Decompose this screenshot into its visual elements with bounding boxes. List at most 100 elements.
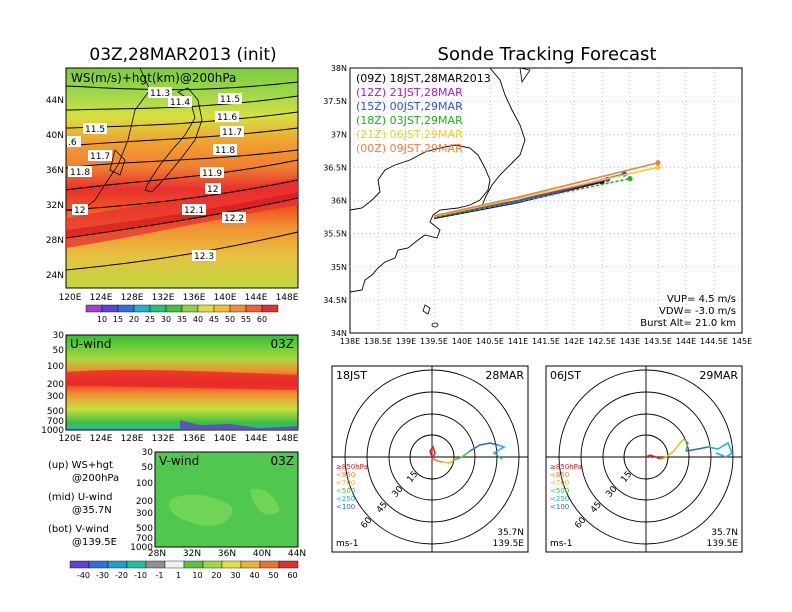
ws-map-label: WS(m/s)+hgt(km)@200hPa [71,71,236,85]
level-legend: <100 [336,503,355,511]
contour-label: 11.3 [150,89,170,99]
tick-label: 35 [177,315,187,324]
colorbar-cell [88,560,109,569]
colorbar-cell [183,560,204,569]
colorbar-cell [101,304,119,313]
colorbar-cell [181,304,199,313]
burst-point [655,160,661,166]
tick-label: 15 [113,315,123,324]
tick-label: 500 [136,524,153,534]
contour-label: 11.8 [70,168,90,178]
contour-label: 11.7 [222,128,242,138]
contour-label: 11.8 [215,146,235,156]
burst-point [627,176,633,182]
tick-label: 141E [508,337,528,346]
hodograph-lat: 35.7N [711,528,738,538]
panel-legend: (up) WS+hgt @200hPa (mid) U-wind @35.7N … [48,460,119,548]
tick-label: 144.5E [700,337,728,346]
level-legend: <850 [550,471,569,479]
tick-label: 37.5N [323,97,347,106]
tick-label: -10 [134,571,147,580]
tick-label: 35.5N [323,230,347,239]
tick-label: 60 [257,315,267,324]
tick-label: 32N [183,549,201,559]
contour-label: .6 [68,138,77,148]
tick-label: 143E [620,337,640,346]
tick-label: 144E [676,337,696,346]
tick-label: 139E [396,337,416,346]
tick-label: 50 [53,346,65,356]
tick-label: 140E [452,337,472,346]
contour-label: 12.3 [194,252,214,262]
tick-label: 128E [121,293,144,303]
hodograph-trace [707,441,733,458]
tick-label: 35N [331,263,347,272]
tick-label: 28N [46,236,64,246]
tick-label: 37N [331,130,347,139]
tick-label: 124E [90,434,113,444]
tick-label: 142E [564,337,584,346]
burst-point [655,164,661,170]
hodograph-trace [431,458,443,463]
legend-item: (18Z) 03JST,29MAR [356,114,463,127]
contour-label: 12 [74,206,85,216]
left-main-title: 03Z,28MAR2013 (init) [89,45,276,65]
hodograph-trace [665,438,685,458]
track-line [433,161,659,217]
colorbar-cell [149,304,167,313]
contour-label: 11.5 [85,125,105,135]
colorbar-cell [261,304,279,313]
tick-label: 10 [97,315,107,324]
legend-line-a: (mid) U-wind [48,492,112,503]
colorbar-cell [229,304,247,313]
tick-label: 124E [90,293,113,303]
contour-label: 12 [207,185,218,195]
tick-label: 40 [193,315,203,324]
track-grid [350,68,742,333]
legend-item: (09Z) 18JST,28MAR2013 [356,72,491,85]
tick-label: 200 [136,497,153,507]
tick-label: 24N [46,271,64,281]
tick-label: 55 [241,315,251,324]
vdw-text: VDW= -3.0 m/s [659,306,736,317]
vwind-time: 03Z [271,454,295,468]
tick-label: 30 [142,448,154,458]
tick-label: 100 [47,362,64,372]
tick-label: 141.5E [532,337,560,346]
vwind-label: V-wind [159,454,199,468]
tick-label: 100 [136,479,153,489]
tick-label: 1000 [41,426,64,436]
tick-label: 50 [268,571,278,580]
tick-label: 50 [225,315,235,324]
tick-label: 500 [47,407,64,417]
level-legend: <250 [550,495,569,503]
hodograph-trace [441,459,455,464]
tick-label: 138.5E [364,337,392,346]
colorbar-cell [221,560,242,569]
colorbar-cell [240,560,261,569]
hodograph-trace [429,445,436,460]
hodograph-trace [492,444,506,460]
tick-label: -40 [77,571,90,580]
lat-axis: 28N 32N 36N 40N 44N [148,549,306,559]
lon-axis: 138E 138.5E 139E 139.5E 140E 140.5E 141E 141.5E… [340,337,752,346]
hodograph-lon: 139.5E [493,539,525,549]
tick-label: 1000 [130,543,153,553]
height-contours [65,81,299,271]
tick-label: 142.5E [588,337,616,346]
tick-label: 40N [253,549,271,559]
tick-label: 44N [46,96,64,106]
colorbar-cell [165,304,183,313]
tick-label: 36N [331,197,347,206]
legend-line-a: (up) WS+hgt [48,460,113,471]
tick-label: 28N [148,549,166,559]
lat-axis: 44N 40N 36N 32N 28N 24N [46,96,64,281]
hodograph-date: 29MAR [699,369,738,382]
hodograph-trace [453,450,471,461]
tick-label: 700 [47,417,64,427]
hodograph-trace [645,454,661,460]
